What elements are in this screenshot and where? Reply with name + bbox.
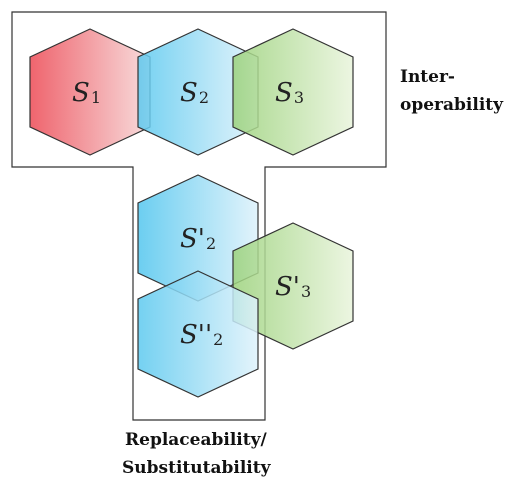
hexagon-label-sub-s2p: 2 (206, 234, 216, 253)
interoperability-label-line2: operability (400, 95, 504, 115)
substitutability-label-line2: Substitutability (122, 458, 272, 478)
hexagon-s3 (232, 28, 354, 156)
interoperability-label-line1: Inter- (400, 67, 455, 87)
hexagon-label-base-s3p: S' (275, 272, 300, 302)
hexagon-label-base-s2pp: S'' (180, 320, 212, 350)
hexagon-label-s2p: S'2 (180, 224, 216, 254)
t-shape-boundary (11, 11, 387, 421)
hexagon-layer: S1 S2 S3S'2S'3S''2 (29, 28, 354, 398)
hexagon-label-sub-s1: 1 (91, 88, 101, 107)
hexagon-label-sub-s3: 3 (294, 88, 304, 107)
hexagon-s3p (232, 222, 354, 350)
hexagon-label-s3p: S'3 (275, 272, 311, 302)
hexagon-label-sub-s3p: 3 (301, 282, 311, 301)
hexagon-s2pp (137, 270, 259, 398)
hexagon-label-base-s2p: S' (180, 224, 205, 254)
hexagon-label-s3: S3 (275, 78, 304, 108)
replaceability-label-line1: Replaceability/ (125, 430, 267, 450)
hexagon-label-s2: S2 (180, 78, 209, 108)
hexagon-label-sub-s2: 2 (199, 88, 209, 107)
hexagon-label-sub-s2pp: 2 (213, 330, 223, 349)
hexagon-label-base-s2: S (180, 78, 198, 108)
hexagon-label-s1: S1 (72, 78, 101, 108)
hexagon-label-base-s1: S (72, 78, 90, 108)
hexagon-label-base-s3: S (275, 78, 293, 108)
hexagon-label-s2pp: S''2 (180, 320, 223, 350)
